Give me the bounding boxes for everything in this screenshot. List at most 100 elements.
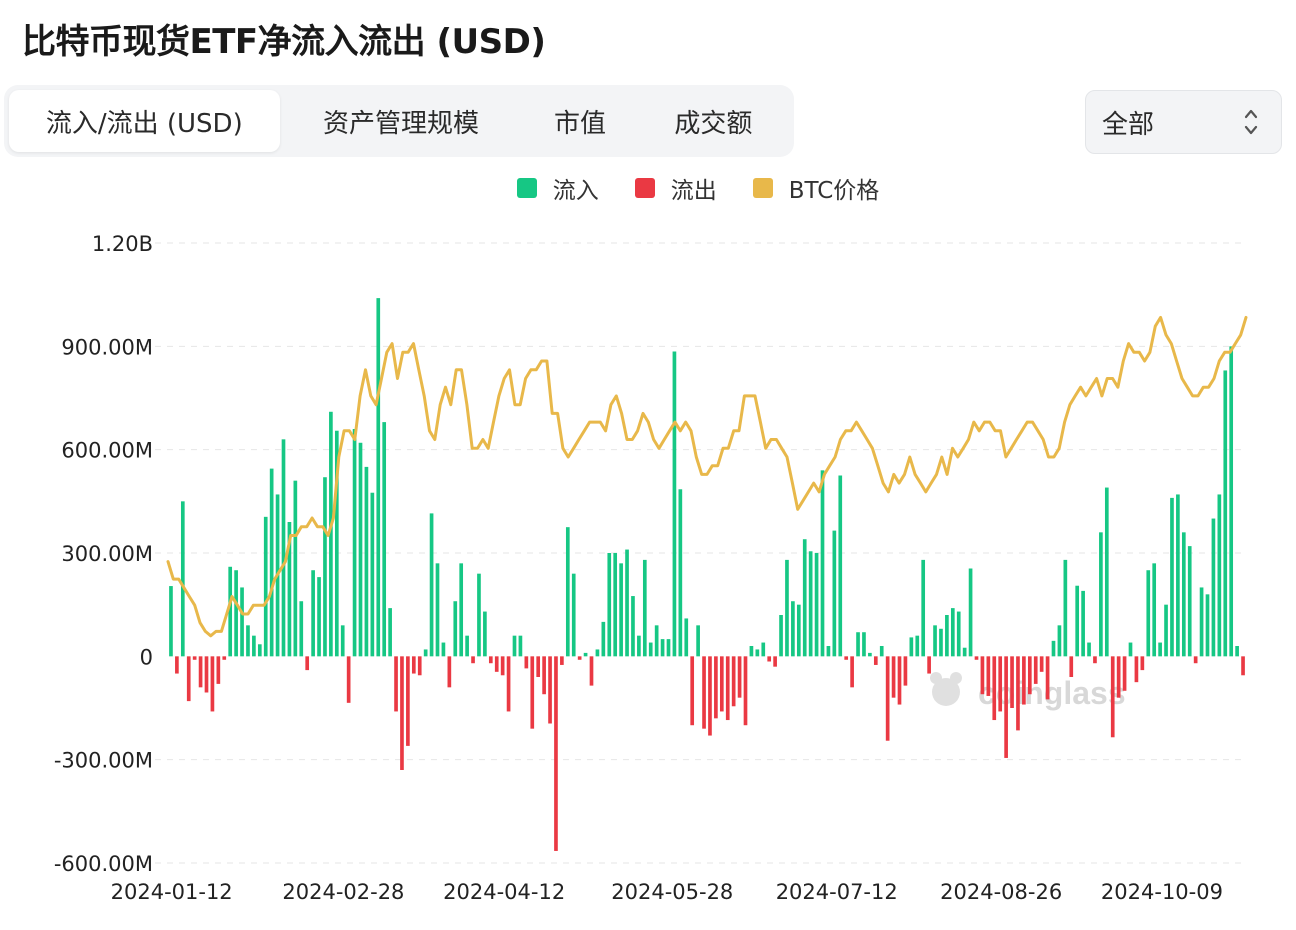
inflow-bar[interactable] <box>1087 642 1091 657</box>
inflow-bar[interactable] <box>749 646 754 657</box>
inflow-bar[interactable] <box>299 601 304 657</box>
outflow-bar[interactable] <box>222 656 227 660</box>
outflow-bar[interactable] <box>488 656 493 664</box>
inflow-bar[interactable] <box>968 568 973 657</box>
outflow-bar[interactable] <box>1241 656 1245 676</box>
inflow-bar[interactable] <box>921 559 926 657</box>
inflow-bar[interactable] <box>814 553 819 657</box>
inflow-bar[interactable] <box>595 649 600 657</box>
inflow-bar[interactable] <box>376 298 381 657</box>
outflow-bar[interactable] <box>1045 656 1050 700</box>
inflow-bar[interactable] <box>838 475 843 657</box>
legend-item-outflow[interactable]: 流出 <box>634 171 717 205</box>
outflow-bar[interactable] <box>903 656 908 686</box>
inflow-bar[interactable] <box>1158 642 1162 657</box>
outflow-bar[interactable] <box>980 656 985 695</box>
outflow-bar[interactable] <box>897 656 902 705</box>
outflow-bar[interactable] <box>1116 656 1121 698</box>
outflow-bar[interactable] <box>1069 656 1074 677</box>
outflow-bar[interactable] <box>1016 656 1020 731</box>
outflow-bar[interactable] <box>885 656 890 741</box>
inflow-bar[interactable] <box>1176 494 1180 657</box>
inflow-bar[interactable] <box>1063 559 1068 657</box>
inflow-bar[interactable] <box>956 611 961 657</box>
inflow-bar[interactable] <box>625 549 629 657</box>
inflow-bar[interactable] <box>1146 570 1151 657</box>
inflow-bar[interactable] <box>1223 370 1228 657</box>
inflow-bar[interactable] <box>802 539 807 657</box>
inflow-bar[interactable] <box>246 625 250 657</box>
outflow-bar[interactable] <box>1033 656 1038 684</box>
inflow-bar[interactable] <box>642 559 647 657</box>
outflow-bar[interactable] <box>548 656 552 724</box>
inflow-bar[interactable] <box>1181 532 1186 657</box>
inflow-bar[interactable] <box>945 615 949 657</box>
inflow-bar[interactable] <box>648 642 653 657</box>
inflow-bar[interactable] <box>856 632 860 657</box>
inflow-bar[interactable] <box>1170 497 1174 657</box>
inflow-bar[interactable] <box>311 570 315 657</box>
outflow-bar[interactable] <box>554 656 558 851</box>
outflow-bar[interactable] <box>192 656 197 660</box>
inflow-bar[interactable] <box>1229 346 1234 657</box>
inflow-bar[interactable] <box>234 570 238 657</box>
inflow-bar[interactable] <box>862 632 866 657</box>
inflow-bar[interactable] <box>950 608 955 657</box>
inflow-bar[interactable] <box>1205 594 1210 657</box>
inflow-bar[interactable] <box>382 422 387 657</box>
inflow-bar[interactable] <box>666 639 671 657</box>
inflow-bar[interactable] <box>565 527 570 657</box>
inflow-bar[interactable] <box>465 635 469 657</box>
inflow-bar[interactable] <box>571 573 576 657</box>
tab-inflow-outflow[interactable]: 流入/流出 (USD) <box>9 90 280 152</box>
inflow-bar[interactable] <box>441 642 446 657</box>
inflow-bar[interactable] <box>370 492 375 657</box>
outflow-bar[interactable] <box>400 656 404 770</box>
outflow-bar[interactable] <box>447 656 452 688</box>
outflow-bar[interactable] <box>506 656 511 712</box>
outflow-bar[interactable] <box>411 656 416 674</box>
outflow-bar[interactable] <box>198 656 203 688</box>
etf-filter-select[interactable]: 全部 <box>1085 90 1282 154</box>
inflow-bar[interactable] <box>180 501 185 657</box>
outflow-bar[interactable] <box>714 656 718 719</box>
outflow-bar[interactable] <box>1110 656 1115 738</box>
inflow-bar[interactable] <box>459 563 464 657</box>
inflow-bar[interactable] <box>281 439 286 657</box>
inflow-bar[interactable] <box>755 649 760 657</box>
inflow-bar[interactable] <box>169 586 173 657</box>
outflow-bar[interactable] <box>1010 656 1014 708</box>
outflow-bar[interactable] <box>210 656 215 712</box>
inflow-bar[interactable] <box>631 596 635 657</box>
outflow-bar[interactable] <box>524 656 529 669</box>
inflow-bar[interactable] <box>1051 640 1056 657</box>
outflow-bar[interactable] <box>1134 656 1139 683</box>
outflow-bar[interactable] <box>725 656 730 721</box>
inflow-bar[interactable] <box>1211 518 1216 657</box>
outflow-bar[interactable] <box>767 656 772 662</box>
inflow-bar[interactable] <box>429 513 434 657</box>
inflow-bar[interactable] <box>660 639 665 657</box>
outflow-bar[interactable] <box>743 656 748 726</box>
inflow-bar[interactable] <box>607 553 612 657</box>
outflow-bar[interactable] <box>471 656 475 664</box>
inflow-bar[interactable] <box>583 652 588 657</box>
inflow-bar[interactable] <box>1099 532 1103 657</box>
outflow-bar[interactable] <box>974 656 979 660</box>
inflow-bar[interactable] <box>228 566 233 657</box>
inflow-bar[interactable] <box>791 601 795 657</box>
outflow-bar[interactable] <box>346 656 351 703</box>
inflow-bar[interactable] <box>453 601 458 657</box>
inflow-bar[interactable] <box>423 649 428 657</box>
outflow-bar[interactable] <box>873 656 878 665</box>
inflow-bar[interactable] <box>1081 590 1085 657</box>
outflow-bar[interactable] <box>708 656 712 736</box>
inflow-bar[interactable] <box>915 635 920 657</box>
outflow-bar[interactable] <box>204 656 209 693</box>
inflow-bar[interactable] <box>779 615 783 657</box>
outflow-bar[interactable] <box>186 656 191 702</box>
outflow-bar[interactable] <box>1140 656 1145 671</box>
outflow-bar[interactable] <box>1193 656 1198 664</box>
outflow-bar[interactable] <box>216 656 221 684</box>
legend-item-inflow[interactable]: 流入 <box>516 171 599 205</box>
